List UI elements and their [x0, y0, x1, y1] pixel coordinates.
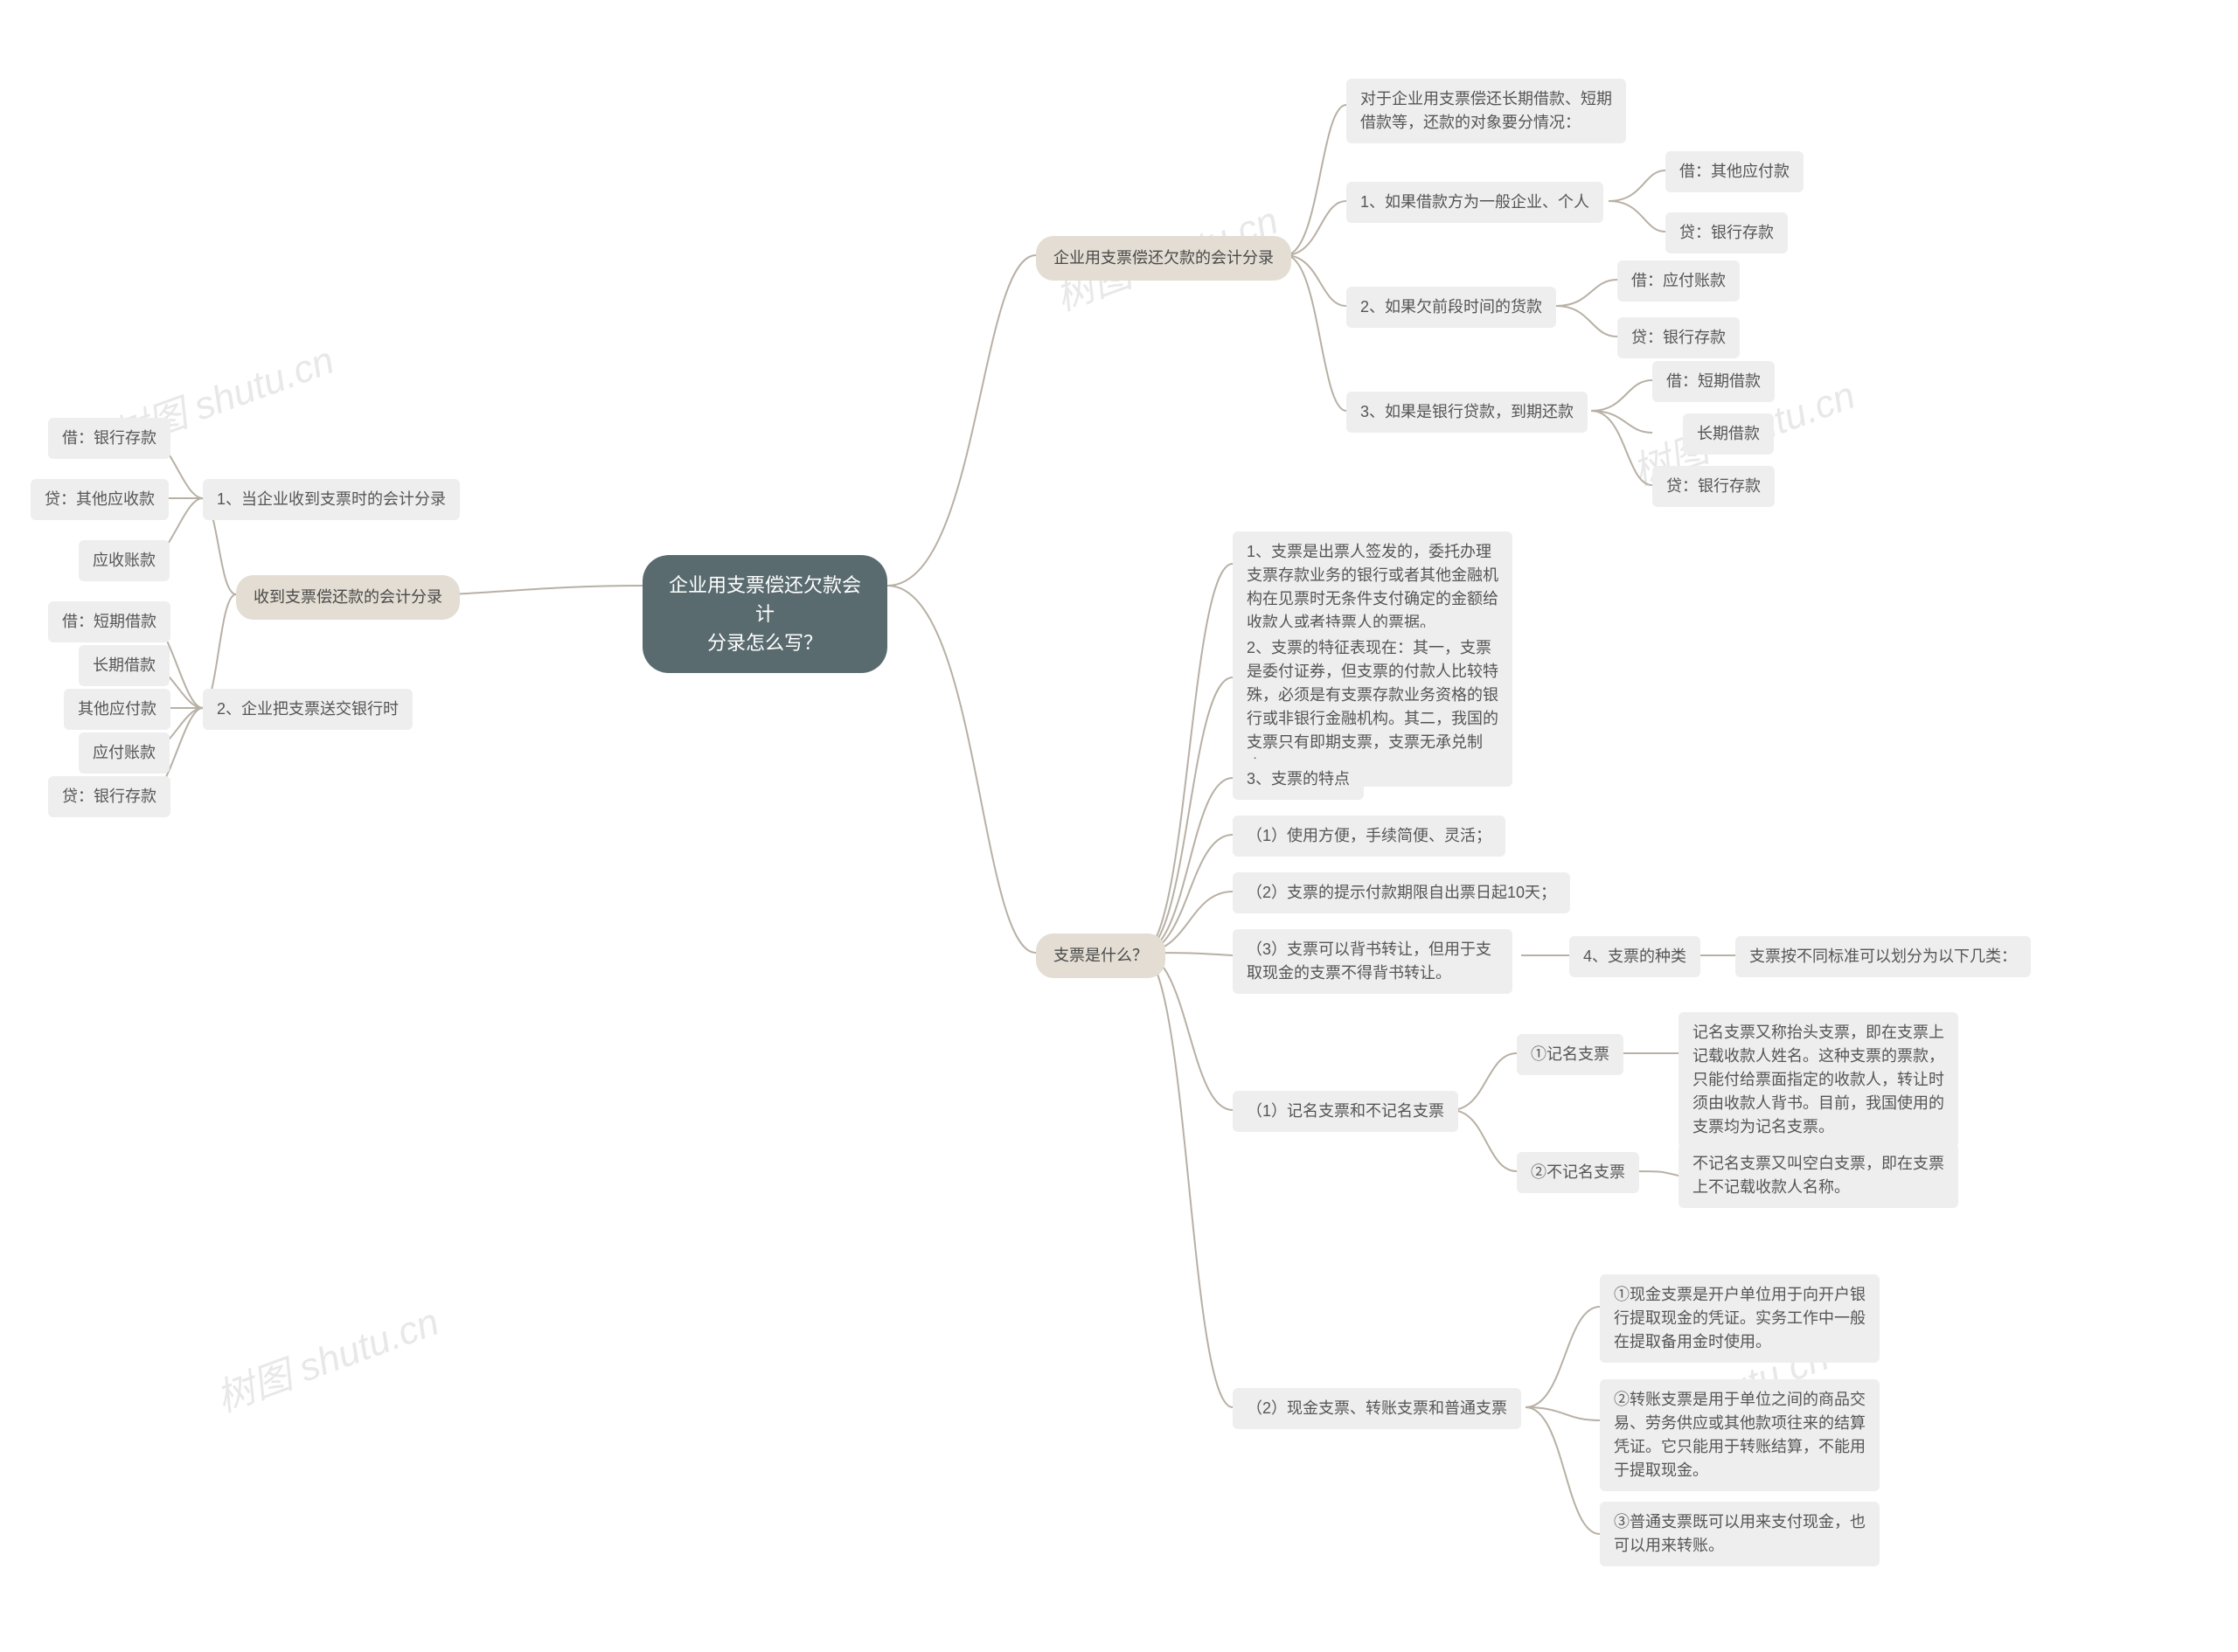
- node-r2-3[interactable]: 3、支票的特点: [1233, 759, 1364, 800]
- node-left-b3[interactable]: 其他应付款: [64, 689, 170, 730]
- node-r1-c2[interactable]: 长期借款: [1683, 413, 1774, 455]
- watermark: 树图 shutu.cn: [207, 1290, 445, 1422]
- node-r2-5[interactable]: （1）记名支票和不记名支票: [1233, 1091, 1458, 1132]
- node-left-a1[interactable]: 借：银行存款: [48, 418, 170, 459]
- node-left-b5[interactable]: 贷：银行存款: [48, 776, 170, 817]
- node-left-b2[interactable]: 长期借款: [79, 645, 170, 686]
- node-r1-a2[interactable]: 贷：银行存款: [1665, 212, 1788, 253]
- node-r2-5-b[interactable]: ②不记名支票: [1517, 1152, 1639, 1193]
- node-left-b[interactable]: 2、企业把支票送交银行时: [203, 689, 413, 730]
- node-r1-b2[interactable]: 贷：银行存款: [1617, 317, 1740, 358]
- node-r2-3-1[interactable]: （1）使用方便，手续简便、灵活；: [1233, 816, 1505, 857]
- node-r1-a[interactable]: 1、如果借款方为一般企业、个人: [1346, 182, 1603, 223]
- branch-r2[interactable]: 支票是什么？: [1036, 934, 1165, 978]
- node-r2-1[interactable]: 1、支票是出票人签发的，委托办理支票存款业务的银行或者其他金融机构在见票时无条件…: [1233, 531, 1512, 643]
- node-r1-b1[interactable]: 借：应付账款: [1617, 260, 1740, 302]
- node-left-b4[interactable]: 应付账款: [79, 732, 170, 774]
- node-r2-5-b-desc[interactable]: 不记名支票又叫空白支票，即在支票上不记载收款人名称。: [1678, 1143, 1958, 1208]
- node-r2-3-2[interactable]: （2）支票的提示付款期限自出票日起10天；: [1233, 872, 1570, 913]
- node-r2-6-c[interactable]: ③普通支票既可以用来支付现金，也可以用来转账。: [1600, 1502, 1880, 1566]
- node-r1-a1[interactable]: 借：其他应付款: [1665, 151, 1804, 192]
- node-r2-5-a-desc[interactable]: 记名支票又称抬头支票，即在支票上记载收款人姓名。这种支票的票款，只能付给票面指定…: [1678, 1012, 1958, 1148]
- node-r2-4[interactable]: 4、支票的种类: [1569, 936, 1700, 977]
- node-r2-5-a[interactable]: ①记名支票: [1517, 1034, 1623, 1075]
- node-left-a[interactable]: 1、当企业收到支票时的会计分录: [203, 479, 460, 520]
- node-left-b1[interactable]: 借：短期借款: [48, 601, 170, 642]
- node-left-a3[interactable]: 应收账款: [79, 540, 170, 581]
- node-r1-intro[interactable]: 对于企业用支票偿还长期借款、短期借款等，还款的对象要分情况：: [1346, 79, 1626, 143]
- node-left-a2[interactable]: 贷：其他应收款: [31, 479, 169, 520]
- node-r1-b[interactable]: 2、如果欠前段时间的货款: [1346, 287, 1556, 328]
- branch-left[interactable]: 收到支票偿还款的会计分录: [236, 575, 460, 620]
- node-r1-c3[interactable]: 贷：银行存款: [1652, 466, 1775, 507]
- node-r2-4-desc[interactable]: 支票按不同标准可以划分为以下几类：: [1735, 936, 2031, 977]
- node-r1-c[interactable]: 3、如果是银行贷款，到期还款: [1346, 392, 1588, 433]
- branch-r1[interactable]: 企业用支票偿还欠款的会计分录: [1036, 236, 1291, 281]
- node-r2-6-b[interactable]: ②转账支票是用于单位之间的商品交易、劳务供应或其他款项往来的结算凭证。它只能用于…: [1600, 1379, 1880, 1491]
- node-r1-c1[interactable]: 借：短期借款: [1652, 361, 1775, 402]
- node-r2-3-3[interactable]: （3）支票可以背书转让，但用于支取现金的支票不得背书转让。: [1233, 929, 1512, 994]
- root-node[interactable]: 企业用支票偿还欠款会计 分录怎么写？: [643, 555, 887, 673]
- node-r2-6-a[interactable]: ①现金支票是开户单位用于向开户银行提取现金的凭证。实务工作中一般在提取备用金时使…: [1600, 1274, 1880, 1363]
- node-r2-6[interactable]: （2）现金支票、转账支票和普通支票: [1233, 1388, 1521, 1429]
